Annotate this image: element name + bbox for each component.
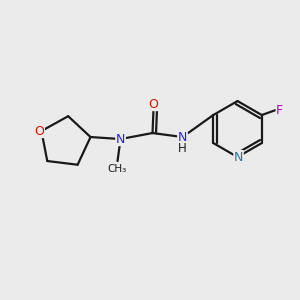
Text: F: F: [276, 103, 283, 116]
Text: O: O: [148, 98, 158, 110]
Text: N: N: [234, 151, 243, 164]
Text: O: O: [34, 124, 44, 137]
Text: N: N: [116, 133, 125, 146]
Text: H: H: [178, 142, 187, 154]
Text: CH₃: CH₃: [107, 164, 126, 174]
Text: N: N: [178, 130, 187, 143]
